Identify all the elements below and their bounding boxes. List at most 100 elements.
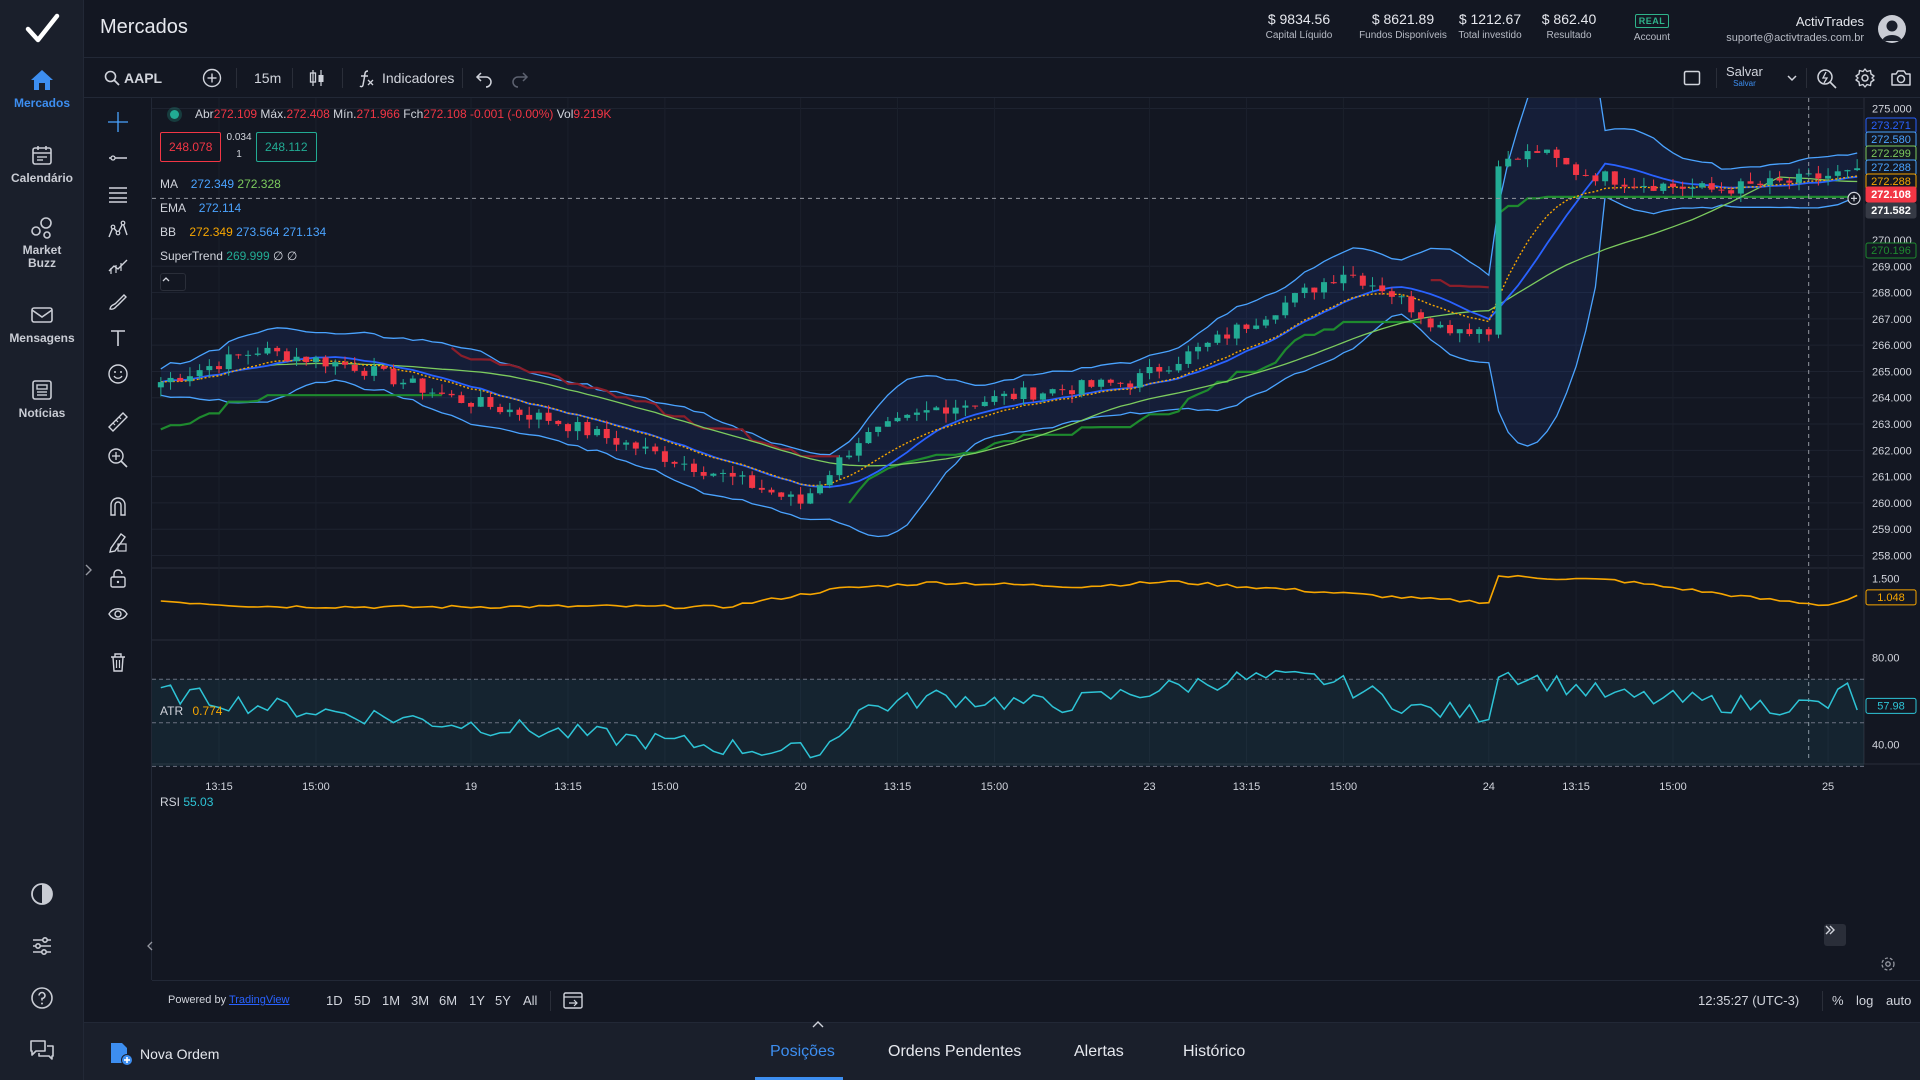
buy-button[interactable]: 248.112: [256, 132, 317, 162]
go-to-date-button[interactable]: [562, 989, 584, 1016]
tab-alertas[interactable]: Alertas: [1074, 1043, 1124, 1060]
expand-panel-handle[interactable]: [806, 1017, 830, 1029]
collapse-legend-button[interactable]: [160, 273, 186, 291]
home-icon: [31, 70, 53, 90]
nav-item-market-buzz[interactable]: Market Buzz: [0, 216, 84, 270]
stay-in-drawing-mode-icon[interactable]: [106, 530, 130, 554]
time-tick-label: 15:00: [981, 781, 1009, 793]
sell-button[interactable]: 248.078: [160, 132, 222, 162]
atr-line: [160, 574, 1858, 610]
trend-line-icon[interactable]: [106, 146, 130, 170]
range-3m[interactable]: 3M: [411, 993, 430, 1008]
percent-scale-toggle[interactable]: %: [1832, 993, 1844, 1008]
redo-button[interactable]: [510, 66, 530, 90]
candle-body: [942, 407, 949, 414]
auto-scale-toggle[interactable]: auto: [1886, 993, 1912, 1008]
function-icon: [359, 70, 374, 88]
crosshair-icon[interactable]: [106, 110, 130, 134]
candle-body: [1010, 393, 1017, 400]
toolbar-divider: [1716, 68, 1717, 88]
undo-button[interactable]: [474, 66, 494, 90]
chart-settings-button[interactable]: [1854, 66, 1876, 90]
pattern-tool-icon[interactable]: [106, 218, 130, 242]
new-order-button[interactable]: Nova Ordem: [108, 1041, 219, 1067]
nav-item-mensagens[interactable]: Mensagens: [0, 303, 84, 345]
candle-body: [807, 493, 814, 504]
nav-item-calendario[interactable]: Calendário: [0, 143, 84, 185]
log-scale-toggle[interactable]: log: [1856, 993, 1874, 1008]
snapshot-button[interactable]: [1890, 66, 1912, 90]
nav-item-mercados[interactable]: Mercados: [0, 68, 84, 110]
range-1m[interactable]: 1M: [382, 993, 401, 1008]
price-tick-label: 259.000: [1872, 524, 1912, 536]
emoji-icon[interactable]: [106, 362, 130, 386]
bb-label: BB: [160, 225, 177, 239]
range-all[interactable]: All: [523, 993, 538, 1008]
symbol-search[interactable]: AAPL: [104, 66, 162, 90]
tab-ordens-pendentes[interactable]: Ordens Pendentes: [888, 1043, 1022, 1060]
bottom-tabs-bar: Nova Ordem Posições Ordens Pendentes Ale…: [84, 1021, 1920, 1080]
scroll-to-latest-button[interactable]: [1824, 924, 1846, 946]
text-tool-icon[interactable]: [106, 326, 130, 350]
quantity-value[interactable]: 1: [236, 149, 242, 160]
range-5d[interactable]: 5D: [354, 993, 371, 1008]
range-1y[interactable]: 1Y: [469, 993, 485, 1008]
interval-select[interactable]: 15m: [254, 70, 282, 86]
price-chart[interactable]: 275.000 269.000 268.000 267.000 266.000 265.0…: [147, 98, 1920, 980]
nav-item-noticias[interactable]: Notícias: [0, 378, 84, 420]
theme-contrast-icon[interactable]: [26, 878, 58, 910]
lock-icon[interactable]: [106, 566, 130, 590]
projection-tool-icon[interactable]: [106, 254, 130, 278]
chart-type-button[interactable]: [308, 66, 326, 90]
candle-body: [245, 354, 252, 356]
settings-sliders-icon[interactable]: [26, 930, 58, 962]
tab-posicoes[interactable]: Posições: [770, 1043, 835, 1060]
eye-icon[interactable]: [106, 602, 130, 626]
candle-body: [1311, 287, 1318, 293]
avatar[interactable]: [1878, 15, 1906, 43]
brush-icon[interactable]: [106, 290, 130, 314]
compare-symbol-button[interactable]: [202, 66, 222, 90]
chart-timezone-settings[interactable]: [1880, 956, 1898, 974]
trash-icon[interactable]: [106, 650, 130, 674]
range-1d[interactable]: 1D: [326, 993, 343, 1008]
magnet-icon[interactable]: [106, 494, 130, 518]
quick-search-button[interactable]: [1816, 66, 1838, 90]
chat-icon[interactable]: [26, 1034, 58, 1066]
help-icon[interactable]: [26, 982, 58, 1014]
range-6m[interactable]: 6M: [439, 993, 458, 1008]
stat-label: Resultado: [1546, 30, 1592, 41]
collapse-toolbar-arrow[interactable]: [83, 560, 95, 580]
range-5y[interactable]: 5Y: [495, 993, 511, 1008]
clock-display[interactable]: 12:35:27 (UTC-3): [1698, 993, 1800, 1008]
candle-body: [603, 428, 610, 439]
save-button[interactable]: Salvar Salvar: [1726, 64, 1763, 94]
candle-body: [477, 397, 484, 407]
double-chevron-right-icon: [1825, 925, 1835, 935]
candle-body: [487, 397, 494, 407]
scroll-left-arrow[interactable]: [145, 939, 155, 953]
save-menu-chevron[interactable]: [1786, 66, 1798, 90]
tradingview-link[interactable]: TradingView: [228, 994, 290, 1006]
candle-body: [1039, 393, 1046, 400]
chart-canvas[interactable]: 275.000 269.000 268.000 267.000 266.000 265.0…: [152, 98, 1920, 980]
candle-body: [661, 451, 668, 462]
powered-by: Powered by TradingView: [168, 994, 290, 1006]
candle-body: [1844, 170, 1851, 172]
indicators-button[interactable]: Indicadores: [356, 66, 454, 90]
ruler-icon[interactable]: [106, 410, 130, 434]
ma-value-2: 272.328: [237, 177, 281, 191]
candle-body: [1854, 168, 1861, 171]
activtrades-logo[interactable]: [24, 12, 60, 48]
account-type[interactable]: REAL Account: [1612, 11, 1692, 43]
candle-body: [283, 351, 290, 362]
horizontal-lines-icon[interactable]: [106, 182, 130, 206]
moving-average-line: [160, 176, 1858, 467]
chart-toolbar: AAPL 15m Indicadores Salvar Salvar: [84, 58, 1920, 98]
candle-body: [419, 378, 426, 393]
zoom-in-icon[interactable]: [106, 446, 130, 470]
fullscreen-button[interactable]: [1682, 66, 1702, 90]
candle-body: [729, 472, 736, 477]
tab-historico[interactable]: Histórico: [1183, 1043, 1246, 1060]
bb-legend: BB 272.349 273.564 271.134: [160, 225, 326, 239]
